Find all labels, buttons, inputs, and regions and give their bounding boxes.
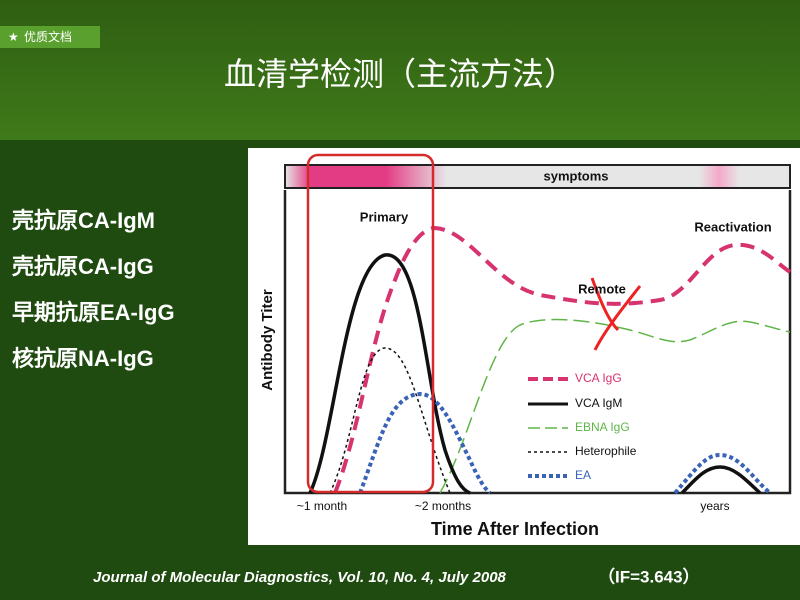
x-label: ~2 months (415, 499, 471, 513)
curve-heterophile (329, 347, 451, 494)
list-item: 壳抗原CA-IgG (11, 254, 154, 279)
header-band (0, 0, 800, 140)
citation: Journal of Molecular Diagnostics, Vol. 1… (93, 569, 507, 586)
phase-label: Primary (360, 209, 409, 224)
badge-star: ★ (8, 30, 19, 44)
list-item: 壳抗原CA-IgM (11, 208, 155, 233)
y-axis-label: Antibody Titer (259, 289, 276, 391)
legend-label: EA (575, 468, 591, 482)
cross-mark (590, 277, 642, 351)
curve-vca-igg (333, 225, 792, 494)
badge: 优质文档 (24, 29, 72, 44)
item-list: 壳抗原CA-IgM 壳抗原CA-IgG 早期抗原EA-IgG 核抗原NA-IgG (11, 208, 175, 371)
figure (248, 148, 800, 545)
legend: VCA IgG VCA IgM EBNA IgG Heterophile EA (528, 371, 637, 482)
list-item: 核抗原NA-IgG (12, 346, 154, 371)
highlight-box (306, 153, 435, 494)
legend-label: EBNA IgG (575, 420, 630, 434)
impact-factor: （IF=3.643） (598, 566, 700, 586)
banner-label: symptoms (543, 168, 608, 183)
symptom-bar (284, 164, 791, 189)
x-label: years (700, 499, 729, 513)
curve-ea (358, 391, 492, 495)
curve-ea-reactivation (673, 452, 772, 495)
title: 血清学检测（主流方法） (224, 55, 576, 93)
list-item: 早期抗原EA-IgG (12, 300, 175, 325)
curve-vca-igm (308, 253, 471, 495)
curve-vca-igm-reactivation (680, 465, 762, 495)
phase-label: Reactivation (694, 219, 771, 234)
plot-frame (283, 190, 792, 495)
legend-label: VCA IgM (575, 396, 622, 410)
x-label: ~1 month (297, 499, 347, 513)
x-axis-title: Time After Infection (431, 519, 599, 539)
phase-label: Remote (578, 281, 626, 296)
curve-ebna-igg (439, 318, 791, 494)
legend-label: Heterophile (575, 444, 637, 458)
legend-label: VCA IgG (575, 371, 622, 385)
badge-bg (0, 26, 100, 48)
